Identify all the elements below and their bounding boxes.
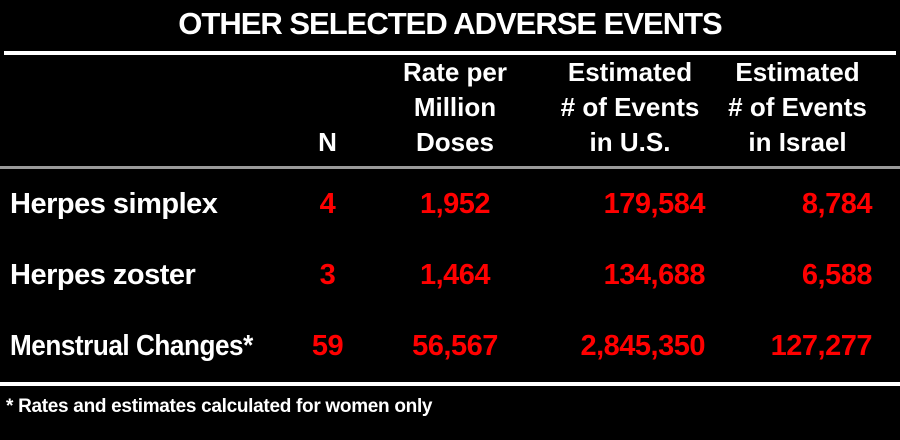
us-events-value: 134,688: [603, 259, 706, 291]
rate-value: 1,952: [419, 188, 491, 220]
row-label-cell: Herpes zoster: [0, 240, 290, 311]
row-label-cell: Herpes simplex: [0, 168, 290, 241]
table-row-menstrual-changes: Menstrual Changes* 59 56,567 2,845,350 1…: [0, 311, 900, 386]
column-header-events-us: Estimated # of Events in U.S.: [545, 55, 715, 169]
title-divider: [4, 51, 896, 55]
row-label-cell: Menstrual Changes*: [0, 311, 290, 386]
table-row-herpes-simplex: Herpes simplex 4 1,952 179,584 8,784: [0, 168, 900, 241]
column-header-n: N: [290, 55, 365, 169]
slide-title: OTHER SELECTED ADVERSE EVENTS: [178, 6, 722, 41]
rate-value: 56,567: [365, 311, 545, 386]
us-events-value: 2,845,350: [545, 311, 715, 386]
israel-events-value: 127,277: [715, 311, 900, 386]
n-value: 59: [290, 311, 365, 386]
header-n-label: N: [318, 127, 337, 157]
table-row-herpes-zoster: Herpes zoster 3 1,464 134,688 6,588: [0, 240, 900, 311]
us-events-value: 179,584: [603, 188, 706, 220]
row-label: Herpes simplex: [10, 188, 218, 220]
rate-value: 1,464: [419, 259, 491, 291]
row-label: Menstrual Changes*: [10, 330, 253, 362]
israel-events-value: 8,784: [801, 188, 873, 220]
n-value: 3: [319, 259, 336, 291]
column-header-blank: [0, 55, 290, 169]
israel-events-value: 6,588: [801, 259, 873, 291]
column-header-rate-per-million: Rate per Million Doses: [365, 55, 545, 169]
adverse-events-table: N Rate per Million Doses Estimated # of …: [0, 55, 900, 386]
row-label: Herpes zoster: [10, 259, 196, 291]
table-header: N Rate per Million Doses Estimated # of …: [0, 55, 900, 169]
column-header-events-israel: Estimated # of Events in Israel: [715, 55, 900, 169]
header-row: N Rate per Million Doses Estimated # of …: [0, 55, 900, 169]
n-value: 4: [319, 188, 336, 220]
footnote: * Rates and estimates calculated for wom…: [6, 396, 433, 417]
table-body: Herpes simplex 4 1,952 179,584 8,784 Her…: [0, 168, 900, 386]
